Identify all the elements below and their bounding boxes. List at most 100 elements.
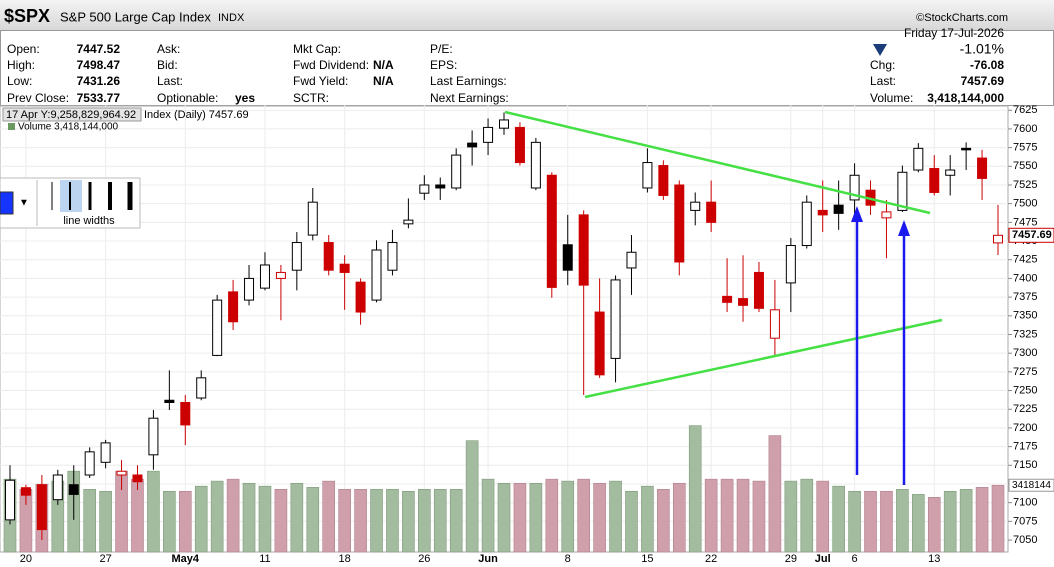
field-value: yes (235, 91, 255, 105)
volume-bar (210, 480, 224, 553)
dropdown-arrow[interactable]: ▼ (19, 198, 29, 209)
y-tick-label: 7400 (1013, 272, 1037, 284)
x-tick-label: Jul (815, 553, 831, 565)
volume-bar (912, 494, 925, 553)
x-tick-label: 26 (418, 553, 430, 565)
candle-body (499, 119, 509, 129)
y-tick-label: 7350 (1013, 310, 1037, 322)
candle-body (753, 271, 764, 309)
candle-body (945, 169, 956, 176)
y-tick-label: 7375 (1013, 291, 1037, 303)
field-label: Last: (870, 74, 896, 88)
volume-bar (959, 489, 973, 553)
volume-bar (880, 490, 893, 553)
y-tick-label: 7475 (1013, 216, 1037, 228)
plot: 7050707571007125715071757200722572507275… (0, 104, 1037, 553)
volume-bar (513, 482, 527, 553)
volume-bar (577, 478, 590, 553)
volume-bar (386, 489, 399, 553)
candle-body (132, 474, 143, 483)
volume-bar (545, 478, 559, 553)
volume-bar (593, 482, 606, 553)
tooltip: 17 Apr Y:9,258,829,964.92 (6, 109, 136, 121)
volume-bar (609, 480, 622, 553)
candle-body (228, 291, 239, 323)
volume-bar (784, 480, 798, 553)
candle-body (5, 479, 15, 521)
volume-bar (736, 478, 750, 553)
candle-body (291, 242, 302, 271)
candle-body (36, 484, 47, 531)
candle-body (20, 487, 31, 496)
candle-body (801, 201, 812, 247)
y-tick-label: 7150 (1013, 459, 1037, 471)
candle-body (738, 298, 749, 306)
candle-body (68, 484, 79, 495)
candle-body (275, 271, 286, 279)
candle-body (642, 162, 653, 189)
last-price-box (1008, 227, 1054, 243)
volume-bar (322, 480, 336, 553)
field-label: SCTR: (293, 91, 329, 105)
candle-body (307, 201, 318, 236)
candle-body (451, 154, 462, 189)
credit: ©StockCharts.com (916, 12, 1008, 24)
volume-bar (83, 489, 96, 553)
candle-body (435, 184, 446, 189)
candle-body (514, 126, 525, 164)
candle-body (100, 442, 111, 463)
volume-bar (704, 478, 718, 553)
candle-body (52, 474, 63, 501)
last-price-label: 7457.69 (1012, 229, 1052, 241)
volume-bar (306, 487, 320, 553)
field-value: 7447.52 (77, 42, 121, 56)
volume-bar (896, 489, 909, 553)
y-tick-label: 7300 (1013, 347, 1037, 359)
price-legend: Index (Daily) 7457.69 (144, 109, 249, 121)
field-label: Optionable: (157, 91, 218, 105)
volume-bar (943, 490, 957, 553)
candle-body (546, 174, 557, 288)
field-label: Last: (157, 74, 183, 88)
x-tick-label: May4 (172, 553, 200, 565)
volume-bar (194, 485, 208, 553)
volume-bar (768, 435, 782, 553)
volume-bar (561, 480, 575, 553)
color-picker[interactable] (0, 191, 14, 215)
last-volume-box (1008, 478, 1054, 492)
volume-bar (816, 480, 830, 553)
candle-body (403, 219, 414, 225)
symbol: $SPX (4, 6, 50, 26)
candle-body (833, 204, 844, 214)
field-label: Fwd Dividend: (293, 58, 369, 72)
exchange: INDX (218, 12, 245, 24)
candle-body (212, 299, 223, 356)
volume-bar (752, 480, 766, 553)
volume-bar (720, 478, 734, 553)
y-tick-label: 7250 (1013, 384, 1037, 396)
y-tick-label: 7225 (1013, 403, 1037, 415)
field-label: Ask: (157, 42, 180, 56)
candle-body (785, 245, 796, 284)
volume-bar (242, 482, 256, 553)
volume-bar (449, 489, 463, 553)
candle-body (881, 211, 892, 219)
candle-body (626, 251, 637, 269)
candle-body (164, 399, 175, 404)
volume-bar (338, 489, 351, 553)
field-label: Chg: (870, 58, 895, 72)
candle-body (594, 311, 605, 376)
candle-body (658, 165, 669, 196)
volume-bar (800, 478, 814, 553)
last-volume-label: 3418144 (1012, 480, 1051, 491)
candle-body (259, 264, 270, 289)
volume-bar (290, 482, 304, 553)
field-value: N/A (373, 58, 394, 72)
candle-body (530, 141, 541, 189)
header-bar (0, 0, 1054, 30)
candle-body (371, 249, 382, 301)
x-tick-label: 27 (99, 553, 111, 565)
candle-body (84, 451, 95, 476)
volume-bar (178, 490, 192, 553)
